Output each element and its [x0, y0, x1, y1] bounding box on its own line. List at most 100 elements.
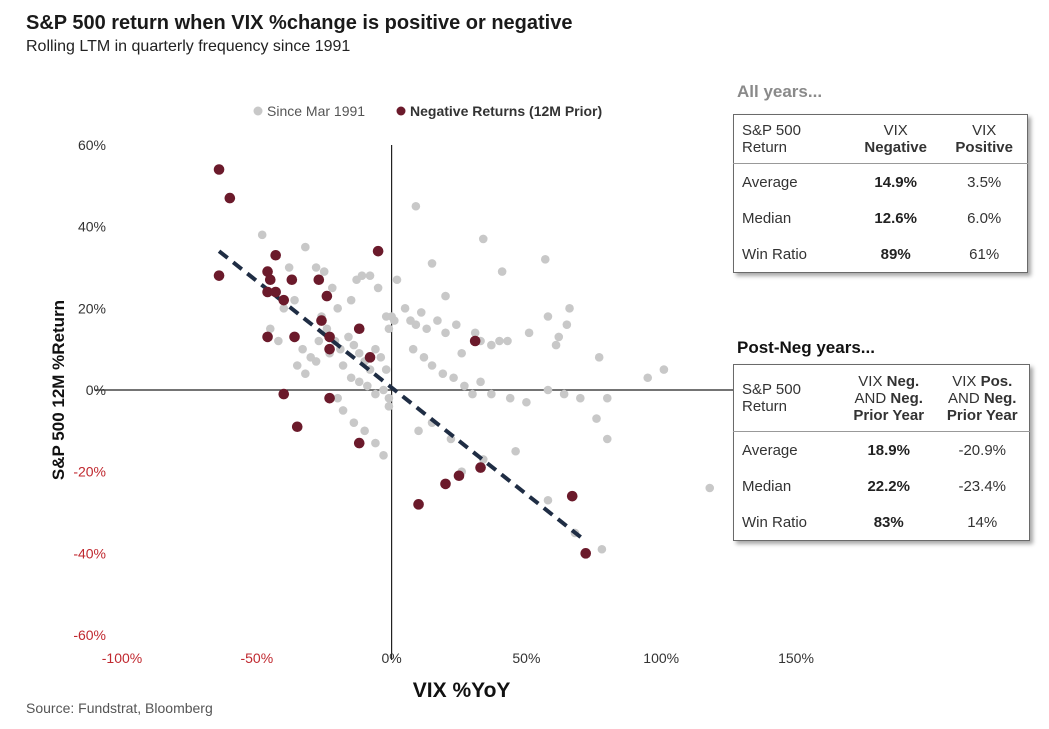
data-point-gray [597, 544, 607, 554]
data-point-gray [422, 324, 431, 334]
data-point-red [270, 249, 281, 261]
data-point-gray [468, 389, 477, 399]
cell-value: 83% [873, 513, 904, 531]
data-point-gray [562, 320, 572, 329]
data-point-gray [602, 393, 612, 403]
data-point-gray [411, 320, 421, 329]
post-neg-heading: Post-Neg years... [737, 338, 875, 357]
data-point-gray [643, 373, 653, 383]
data-point-gray [452, 320, 461, 329]
data-point-gray [441, 328, 450, 338]
data-point-gray [460, 381, 469, 391]
data-point-red [262, 286, 273, 298]
data-point-gray [384, 393, 394, 403]
data-point-red [270, 286, 281, 298]
table-row: Median 12.6% 6.0% [734, 200, 1028, 236]
data-point-gray [274, 336, 283, 346]
data-point-gray [381, 365, 391, 374]
data-point-gray [298, 344, 307, 354]
data-point-red [580, 548, 592, 559]
legend-marker-red [396, 106, 406, 116]
data-point-gray [354, 348, 364, 358]
data-point-gray [319, 267, 329, 276]
data-point-gray [543, 385, 553, 395]
data-point-gray [503, 336, 512, 346]
data-point-gray [365, 271, 375, 280]
data-point-gray [311, 357, 321, 366]
header-vix-negative: VIX Negative [850, 114, 942, 164]
data-point-gray [333, 304, 342, 313]
header-vix-neg-and-neg-prior: VIX Neg. AND Neg. Prior Year [842, 364, 936, 432]
x-tick-label: 100% [643, 650, 679, 666]
data-point-gray [384, 324, 394, 334]
data-point-red [364, 352, 376, 363]
chart-title: S&P 500 return when VIX %change is posit… [26, 12, 573, 34]
data-point-gray [371, 438, 380, 448]
data-point-gray [457, 348, 466, 358]
data-point-red [224, 192, 236, 204]
data-point-gray [344, 332, 353, 342]
data-point-red [213, 164, 225, 175]
data-point-gray [511, 446, 520, 456]
data-point-gray [349, 418, 359, 427]
row-label: Win Ratio [742, 245, 808, 263]
table-row: Win Ratio 83% 14% [734, 504, 1030, 541]
legend-label-gray: Since Mar 1991 [267, 103, 365, 119]
data-point-gray [659, 365, 669, 374]
data-point-gray [279, 304, 289, 313]
cell-value: 18.9% [867, 441, 910, 459]
data-point-red [316, 315, 327, 326]
cell-value: 3.5% [967, 173, 1002, 191]
data-point-gray [338, 361, 348, 370]
cell-value: 14.9% [874, 173, 917, 191]
row-label: Median [742, 209, 792, 227]
table-row: Win Ratio 89% 61% [734, 236, 1028, 273]
data-point-gray [438, 369, 448, 378]
table-header-row: S&P 500 Return VIX Negative VIX Positive [733, 114, 1028, 164]
data-point-gray [559, 389, 569, 399]
cell-value: 22.2% [867, 477, 910, 495]
legend-marker-gray [253, 106, 263, 116]
post-neg-table: S&P 500 Return VIX Neg. AND Neg. Prior Y… [733, 364, 1030, 541]
y-tick-label: -60% [73, 627, 106, 643]
all-years-table: S&P 500 Return VIX Negative VIX Positive… [733, 114, 1028, 273]
data-point-gray [505, 393, 515, 403]
data-point-red [213, 270, 225, 281]
data-point-gray [476, 377, 485, 387]
data-point-gray [487, 340, 496, 350]
y-tick-label: -20% [73, 464, 106, 480]
row-label: Average [742, 441, 798, 459]
data-point-gray [592, 414, 601, 423]
data-point-gray [265, 324, 275, 334]
data-point-gray [346, 373, 356, 383]
x-tick-label: -50% [240, 650, 273, 666]
header-sp500-return: S&P 500 Return [733, 114, 850, 164]
data-point-red [278, 388, 290, 400]
data-point-red [372, 245, 384, 257]
data-point-gray [379, 451, 388, 460]
header-vix-pos-and-neg-prior: VIX Pos. AND Neg. Prior Year [935, 364, 1030, 432]
data-point-gray [449, 373, 458, 383]
data-point-red [289, 331, 300, 343]
data-point-gray [705, 483, 715, 493]
data-point-red [291, 421, 303, 433]
data-point-gray [419, 353, 429, 362]
data-point-gray [363, 381, 372, 391]
data-point-gray [543, 312, 553, 321]
table-row: Median 22.2% -23.4% [734, 468, 1030, 504]
data-point-gray [314, 336, 324, 346]
data-point-gray [400, 304, 410, 313]
data-point-gray [379, 385, 388, 395]
chart-subtitle: Rolling LTM in quarterly frequency since… [26, 38, 351, 55]
data-point-gray [414, 426, 423, 436]
data-point-gray [349, 340, 359, 350]
legend-label-red: Negative Returns (12M Prior) [410, 103, 602, 119]
data-point-red [353, 323, 365, 335]
data-point-red [264, 274, 276, 286]
data-point-red [353, 437, 365, 449]
data-point-gray [371, 389, 380, 399]
cell-value: -20.9% [958, 441, 1006, 459]
data-point-gray [338, 406, 348, 415]
y-tick-label: 60% [78, 137, 106, 153]
